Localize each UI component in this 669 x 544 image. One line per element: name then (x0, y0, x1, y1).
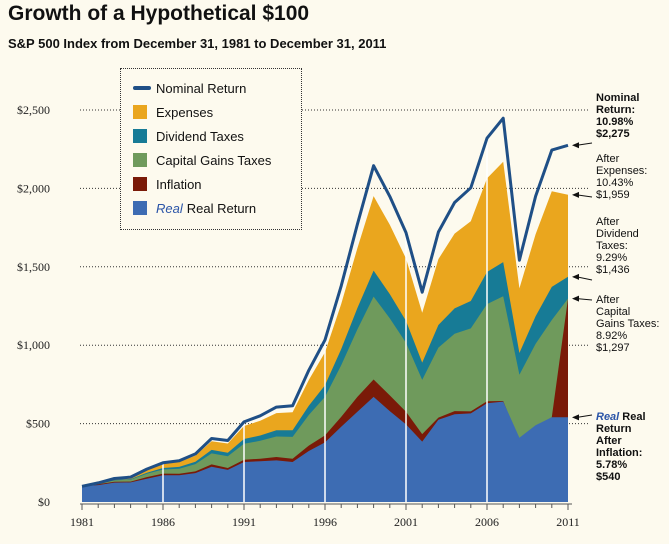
legend-swatch (133, 129, 147, 143)
annotation-arrow (576, 414, 593, 418)
legend-item-nominal: Nominal Return (133, 79, 246, 97)
y-tick-label: $1,000 (17, 338, 50, 352)
y-tick-label: $2,500 (17, 103, 50, 117)
legend-item-capital: Capital Gains Taxes (133, 151, 271, 169)
year-separators (162, 138, 488, 502)
chart-subtitle: S&P 500 Index from December 31, 1981 to … (8, 36, 387, 51)
arrow-head (572, 142, 579, 149)
annotation-arrow (576, 298, 593, 301)
legend-swatch (133, 86, 151, 90)
arrow-head (572, 414, 579, 421)
annotation-arrow (576, 142, 593, 146)
legend-label: Expenses (156, 104, 214, 120)
annotation-real-rest: Real Return After Inflation: 5.78% $540 (596, 411, 646, 483)
legend-swatch (133, 177, 147, 191)
x-tick-label: 1996 (313, 515, 337, 529)
legend-item-expenses: Expenses (133, 103, 213, 121)
annotation-arrows (572, 142, 593, 421)
annotation-expenses: After Expenses: 10.43% $1,959 (596, 153, 648, 201)
legend-swatch (133, 153, 147, 167)
y-tick-label: $0 (38, 495, 50, 509)
x-tick-label: 1981 (70, 515, 94, 529)
annotation-capital: After Capital Gains Taxes: 8.92% $1,297 (596, 294, 660, 354)
x-tick-label: 1991 (232, 515, 256, 529)
x-tick-label: 2011 (556, 515, 580, 529)
legend: Nominal Return Expenses Dividend Taxes C… (120, 68, 302, 230)
legend-label: Inflation (156, 176, 202, 192)
annotation-dividend: After Dividend Taxes: 9.29% $1,436 (596, 216, 639, 276)
y-tick-label: $2,000 (17, 181, 50, 195)
x-tick-label: 1986 (151, 515, 175, 529)
annotation-arrow (576, 194, 593, 198)
legend-label: Real Return (186, 200, 257, 216)
annotation-arrow (576, 276, 593, 281)
legend-label: Nominal Return (156, 80, 247, 96)
axes: 1981 1986 1991 1996 2001 2006 2011 (70, 503, 580, 529)
legend-item-inflation: Inflation (133, 175, 202, 193)
annotation-nominal: Nominal Return: 10.98% $2,275 (596, 92, 640, 140)
legend-label: Dividend Taxes (156, 128, 244, 144)
y-tick-label: $1,500 (17, 260, 50, 274)
arrow-head (572, 191, 579, 198)
arrow-head (572, 295, 579, 302)
x-tick-label: 2001 (394, 515, 418, 529)
annotation-real-italic: Real (596, 411, 620, 423)
legend-item-dividend: Dividend Taxes (133, 127, 244, 145)
arrow-head (572, 273, 579, 280)
legend-item-real: Real Real Return (133, 199, 256, 217)
annotation-real: Real Real Return After Inflation: 5.78% … (596, 411, 646, 483)
series-line-nominal (81, 116, 569, 488)
nominal-line (81, 116, 569, 488)
legend-label: Capital Gains Taxes (156, 152, 272, 168)
legend-swatch (133, 201, 147, 215)
x-tick-label: 2006 (475, 515, 499, 529)
legend-swatch (133, 105, 147, 119)
chart-title: Growth of a Hypothetical $100 (8, 2, 310, 25)
y-tick-label: $500 (26, 417, 50, 431)
legend-label-italic: Real (156, 200, 183, 216)
